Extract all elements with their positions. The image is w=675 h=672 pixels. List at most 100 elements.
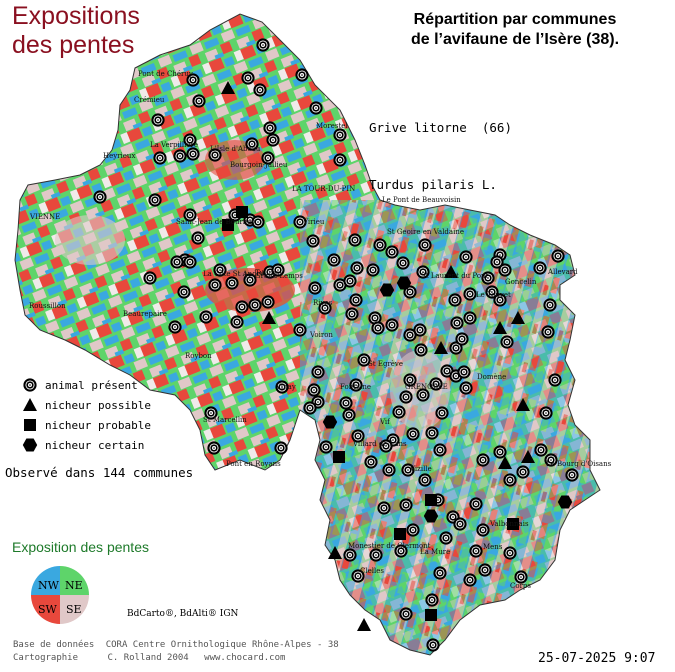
animal-present-marker xyxy=(384,317,400,333)
animal-present-marker xyxy=(458,380,474,396)
animal-present-marker xyxy=(262,120,278,136)
town-label: Le Grand Lemps xyxy=(244,272,303,280)
nicheur-probable-marker xyxy=(236,206,248,218)
animal-present-marker xyxy=(348,292,364,308)
animal-present-marker xyxy=(306,382,322,398)
animal-present-marker xyxy=(458,249,474,265)
animal-present-marker xyxy=(372,237,388,253)
town-label: Vif xyxy=(380,418,390,426)
animal-present-marker xyxy=(150,112,166,128)
animal-present-marker xyxy=(176,284,192,300)
animal-present-marker xyxy=(452,516,468,532)
header-line-2: de l’avifaune de l’Isère (38). xyxy=(410,31,620,48)
species-latin-name: Turdus pilaris L. xyxy=(369,177,497,192)
database-value: CORA Centre Ornithologique Rhône-Alpes -… xyxy=(105,640,339,650)
animal-present-marker xyxy=(273,440,289,456)
quadrant-label-nw: NW xyxy=(38,579,60,592)
animal-present-marker xyxy=(152,150,168,166)
animal-present-marker xyxy=(255,37,271,53)
distribution-header: Répartition par communes de l’avifaune d… xyxy=(380,10,650,50)
map-title: Expositions des pentes xyxy=(12,2,140,60)
animal-present-marker xyxy=(342,273,358,289)
town-label: Allevard xyxy=(548,268,578,276)
animal-present-marker xyxy=(338,395,354,411)
animal-present-marker xyxy=(449,315,465,331)
town-label: Domène xyxy=(477,373,507,381)
animal-present-marker xyxy=(252,82,268,98)
header-line-1: Répartition par communes xyxy=(413,11,617,28)
cartography-value: C. Rolland 2004 xyxy=(107,653,189,663)
animal-present-marker xyxy=(347,232,363,248)
animal-present-marker xyxy=(147,192,163,208)
animal-present-marker xyxy=(344,306,360,322)
animal-present-marker xyxy=(191,93,207,109)
animal-present-marker xyxy=(363,454,379,470)
nicheur-probable-marker xyxy=(333,451,345,463)
legend-label: nicheur probable xyxy=(45,419,151,432)
town-label: Valbonnais xyxy=(490,520,529,528)
town-label: Goncelin xyxy=(505,278,537,286)
website-link[interactable]: www.chocard.com xyxy=(204,653,286,663)
town-label: Vinay xyxy=(276,383,296,391)
town-label: Le Pont de Beauvoisin xyxy=(382,196,461,204)
animal-present-marker xyxy=(417,472,433,488)
town-label: Pont de Chéruy xyxy=(138,70,193,78)
town-label: La Mure xyxy=(420,548,451,556)
town-label: Monestier de Clermont xyxy=(348,542,431,550)
town-label: VIENNE xyxy=(30,213,61,221)
animal-present-marker xyxy=(438,530,454,546)
town-label: Clelles xyxy=(360,567,384,575)
town-label: Saint-Jean de Bournay xyxy=(176,218,256,226)
animal-present-marker xyxy=(454,331,470,347)
animal-present-marker xyxy=(332,152,348,168)
quadrant-label-sw: SW xyxy=(38,603,58,616)
animal-present-marker xyxy=(462,310,478,326)
animal-present-marker xyxy=(417,237,433,253)
animal-present-marker xyxy=(398,389,414,405)
animal-present-marker xyxy=(185,146,201,162)
animal-present-marker xyxy=(499,334,515,350)
animal-present-marker xyxy=(547,372,563,388)
cartography-label: Cartographie xyxy=(13,653,79,663)
animal-present-marker xyxy=(342,547,358,563)
animal-present-marker xyxy=(502,472,518,488)
nicheur-probable-marker xyxy=(394,528,406,540)
animal-present-marker xyxy=(376,500,392,516)
town-label: L'Isle d'Abeau xyxy=(210,145,261,153)
town-label: Beaurepaire xyxy=(123,310,167,318)
animal-present-marker xyxy=(391,404,407,420)
animal-present-marker xyxy=(229,314,245,330)
animal-present-marker xyxy=(447,292,463,308)
town-label: Pont en Royans xyxy=(226,460,281,468)
town-label: Heyrieux xyxy=(103,152,136,160)
town-label: Le Touvet xyxy=(476,291,511,299)
town-label: La Verpillière xyxy=(150,141,199,149)
animal-present-marker xyxy=(167,319,183,335)
animal-present-marker xyxy=(172,148,188,164)
quadrant-label-se: SE xyxy=(66,603,82,616)
animal-present-marker xyxy=(497,262,513,278)
town-label: Rives xyxy=(313,299,333,307)
town-label: Fontaine xyxy=(340,383,372,391)
animal-present-marker xyxy=(432,565,448,581)
animal-present-marker xyxy=(532,260,548,276)
animal-present-marker xyxy=(398,606,414,622)
legend-label: nicheur possible xyxy=(45,399,151,412)
animal-present-marker xyxy=(533,442,549,458)
ign-credit: BdCarto®, BdAlti® IGN xyxy=(127,609,239,619)
town-label: Corps xyxy=(510,582,531,590)
quadrant-label-ne: NE xyxy=(65,579,83,592)
animal-present-marker xyxy=(260,294,276,310)
animal-present-marker xyxy=(538,405,554,421)
town-label: Voiron xyxy=(310,331,333,339)
quadrant-nw xyxy=(31,566,60,595)
animal-present-marker xyxy=(224,275,240,291)
title-line-2: des pentes xyxy=(12,31,135,59)
town-label: Crémieu xyxy=(134,96,165,104)
quadrant-se xyxy=(60,595,89,624)
animal-present-marker xyxy=(370,320,386,336)
animal-present-marker xyxy=(198,309,214,325)
town-label: St Laurent du Pont xyxy=(421,272,489,280)
animal-present-marker xyxy=(310,364,326,380)
animal-present-marker xyxy=(542,297,558,313)
